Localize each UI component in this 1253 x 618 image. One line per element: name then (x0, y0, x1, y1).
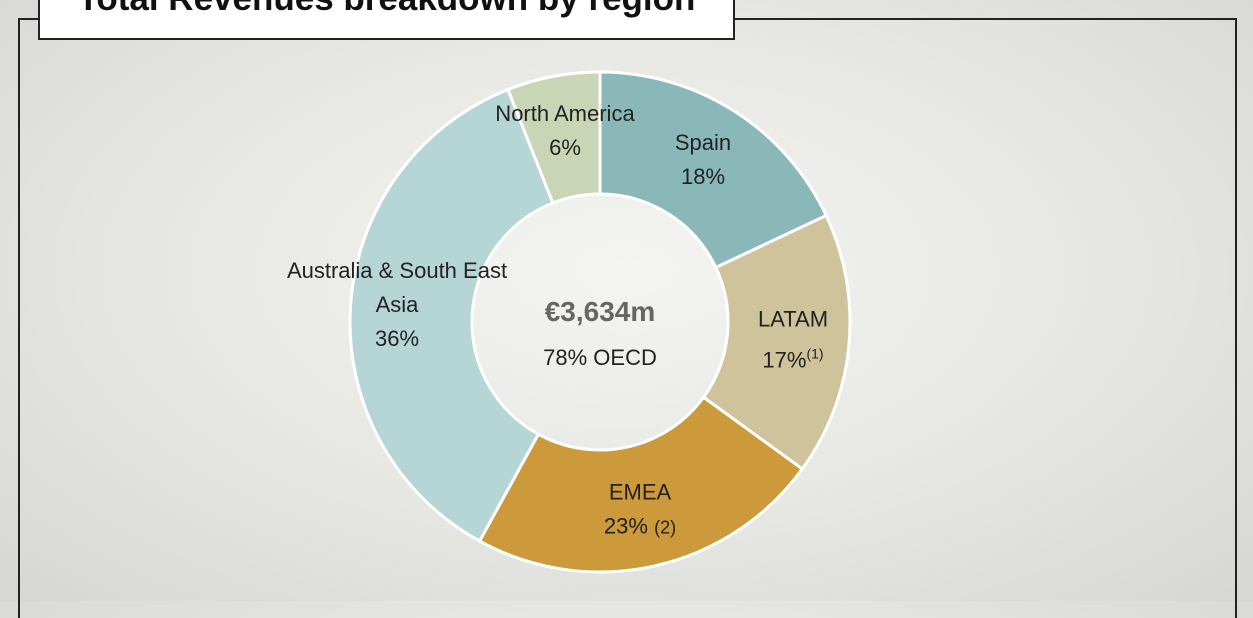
value-line: 18% (675, 160, 731, 194)
center-value: €3,634m (545, 296, 656, 328)
value-line: 17%(1) (758, 337, 828, 378)
value-line: 36% (282, 322, 512, 356)
slice-label: North America 6% (495, 97, 634, 165)
category-name: LATAM (758, 303, 828, 337)
value-line: 23% (2) (604, 510, 676, 545)
value-label: 18% (681, 164, 725, 189)
value-label: 6% (549, 135, 581, 160)
category-name: Spain (675, 126, 731, 160)
value-line: 6% (495, 131, 634, 165)
value-label: 17% (762, 348, 806, 373)
category-name: EMEA (604, 476, 676, 510)
value-label: 23% (604, 514, 648, 539)
value-note: (1) (806, 346, 823, 362)
category-name: North America (495, 97, 634, 131)
center-note: 78% OECD (543, 345, 657, 371)
value-label: 36% (375, 326, 419, 351)
slice-label: Australia & South East Asia 36% (282, 254, 512, 356)
category-name: Australia & South East Asia (282, 254, 512, 322)
value-note: (2) (654, 518, 676, 538)
page: Total Revenues breakdown by region €3,63… (0, 0, 1253, 601)
slice-label: Spain 18% (675, 126, 731, 194)
